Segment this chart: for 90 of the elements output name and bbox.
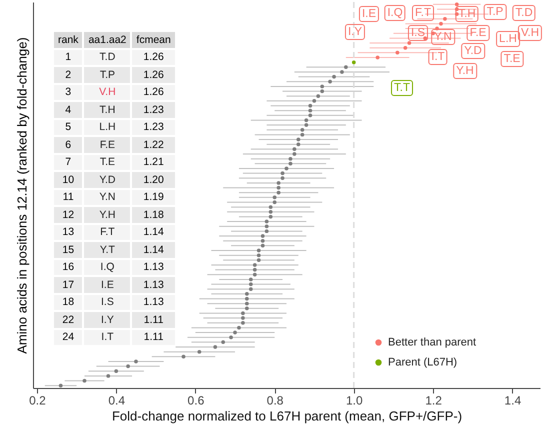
annotation: I.Q xyxy=(384,5,406,21)
annotation: Y.D xyxy=(461,43,485,59)
annotation: 4 xyxy=(65,104,72,116)
annotation: I.E xyxy=(358,6,380,22)
text: 1.14 xyxy=(143,244,164,256)
text: 1.26 xyxy=(143,68,164,81)
category-label: Y.T xyxy=(100,244,115,256)
annotation: I.Y xyxy=(344,24,366,40)
category-label: F.E xyxy=(100,138,115,151)
y-axis-title: Amino acids in positions 12.14 (ranked by fold-change) xyxy=(14,37,30,354)
point xyxy=(407,41,412,45)
annotation: F.E xyxy=(466,25,490,41)
text: 1.13 xyxy=(143,278,164,291)
text: 1.26 xyxy=(143,51,164,64)
point xyxy=(443,17,447,21)
category-label: Y.D xyxy=(99,174,116,186)
category-label: I.S xyxy=(101,296,114,308)
annotation: 1 xyxy=(65,51,72,64)
annotation: V.H xyxy=(518,25,542,41)
category-label: L.H xyxy=(99,121,116,134)
category-label: T.E xyxy=(100,156,115,168)
annotation: T.E xyxy=(500,51,524,67)
text: 1.26 xyxy=(143,86,164,98)
category-label: T.H xyxy=(100,104,116,116)
annotation: Y.N xyxy=(431,29,455,45)
text: 1.22 xyxy=(143,138,164,151)
annotation: T.T xyxy=(391,80,413,96)
text: 1.13 xyxy=(143,261,164,274)
annotation: 16 xyxy=(62,261,74,274)
point xyxy=(352,60,356,64)
category-label: I.E xyxy=(101,278,114,291)
annotation: 22 xyxy=(62,314,74,326)
x-tick-label: 0.4 xyxy=(108,394,126,408)
annotation: 2 xyxy=(65,68,72,81)
annotation: aa1.aa2 xyxy=(84,32,130,48)
text: 1.18 xyxy=(143,208,164,221)
annotation: F.T xyxy=(412,5,434,21)
annotation: I.S xyxy=(408,25,428,41)
category-label: V.H xyxy=(99,86,116,98)
text: 1.14 xyxy=(143,226,164,238)
annotation: fcmean xyxy=(132,32,175,48)
legend-label: Better than parent xyxy=(388,336,476,348)
annotation: 13 xyxy=(62,226,74,238)
text: 1.11 xyxy=(144,314,164,326)
x-tick-label: 1.4 xyxy=(504,394,522,408)
annotation: 17 xyxy=(62,278,74,291)
text: 1.20 xyxy=(143,174,164,186)
category-label: F.T xyxy=(100,226,115,238)
text: 1.19 xyxy=(143,191,164,204)
annotation: 6 xyxy=(65,138,72,151)
x-tick-label: 0.2 xyxy=(29,394,46,408)
annotation: T.H xyxy=(455,6,479,22)
annotation: Y.H xyxy=(453,63,477,79)
x-tick-label: 0.6 xyxy=(188,394,205,408)
point xyxy=(396,50,400,55)
category-label: Y.N xyxy=(99,191,116,204)
category-label: T.D xyxy=(100,51,116,64)
annotation: 15 xyxy=(62,244,74,256)
legend-label: Parent (L67H) xyxy=(388,356,458,368)
annotation: T.P xyxy=(484,4,506,20)
annotation: 11 xyxy=(62,191,74,204)
x-tick-label: 0.8 xyxy=(266,394,284,408)
point xyxy=(403,46,408,50)
annotation: 5 xyxy=(65,121,72,134)
x-tick-label: 1.2 xyxy=(425,394,442,408)
annotation: 18 xyxy=(62,296,74,308)
x-axis-title: Fold-change normalized to L67H parent (mean, GFP+/GFP-) xyxy=(112,408,462,424)
text: 1.11 xyxy=(144,331,164,344)
category-label: Y.H xyxy=(99,208,116,221)
category-label: I.Q xyxy=(100,261,114,274)
annotation: 10 xyxy=(62,174,74,186)
annotation: L.H xyxy=(496,31,520,47)
text: 1.21 xyxy=(143,156,164,168)
text: 1.13 xyxy=(143,296,164,308)
annotation: 3 xyxy=(65,86,72,98)
x-tick-label: 1.0 xyxy=(346,394,363,408)
annotation: 7 xyxy=(65,156,72,168)
text: 1.23 xyxy=(143,104,164,116)
annotation: 24 xyxy=(62,331,74,344)
category-label: I.Y xyxy=(101,314,114,326)
annotation: T.D xyxy=(512,5,536,21)
point xyxy=(439,22,443,26)
annotation: I.T xyxy=(428,49,448,65)
annotation: 12 xyxy=(62,208,74,221)
point xyxy=(454,2,459,6)
category-label: I.T xyxy=(101,331,114,344)
annotation: rank xyxy=(54,32,82,48)
point xyxy=(376,56,380,60)
text: 1.23 xyxy=(143,121,164,134)
category-label: T.P xyxy=(100,68,115,81)
